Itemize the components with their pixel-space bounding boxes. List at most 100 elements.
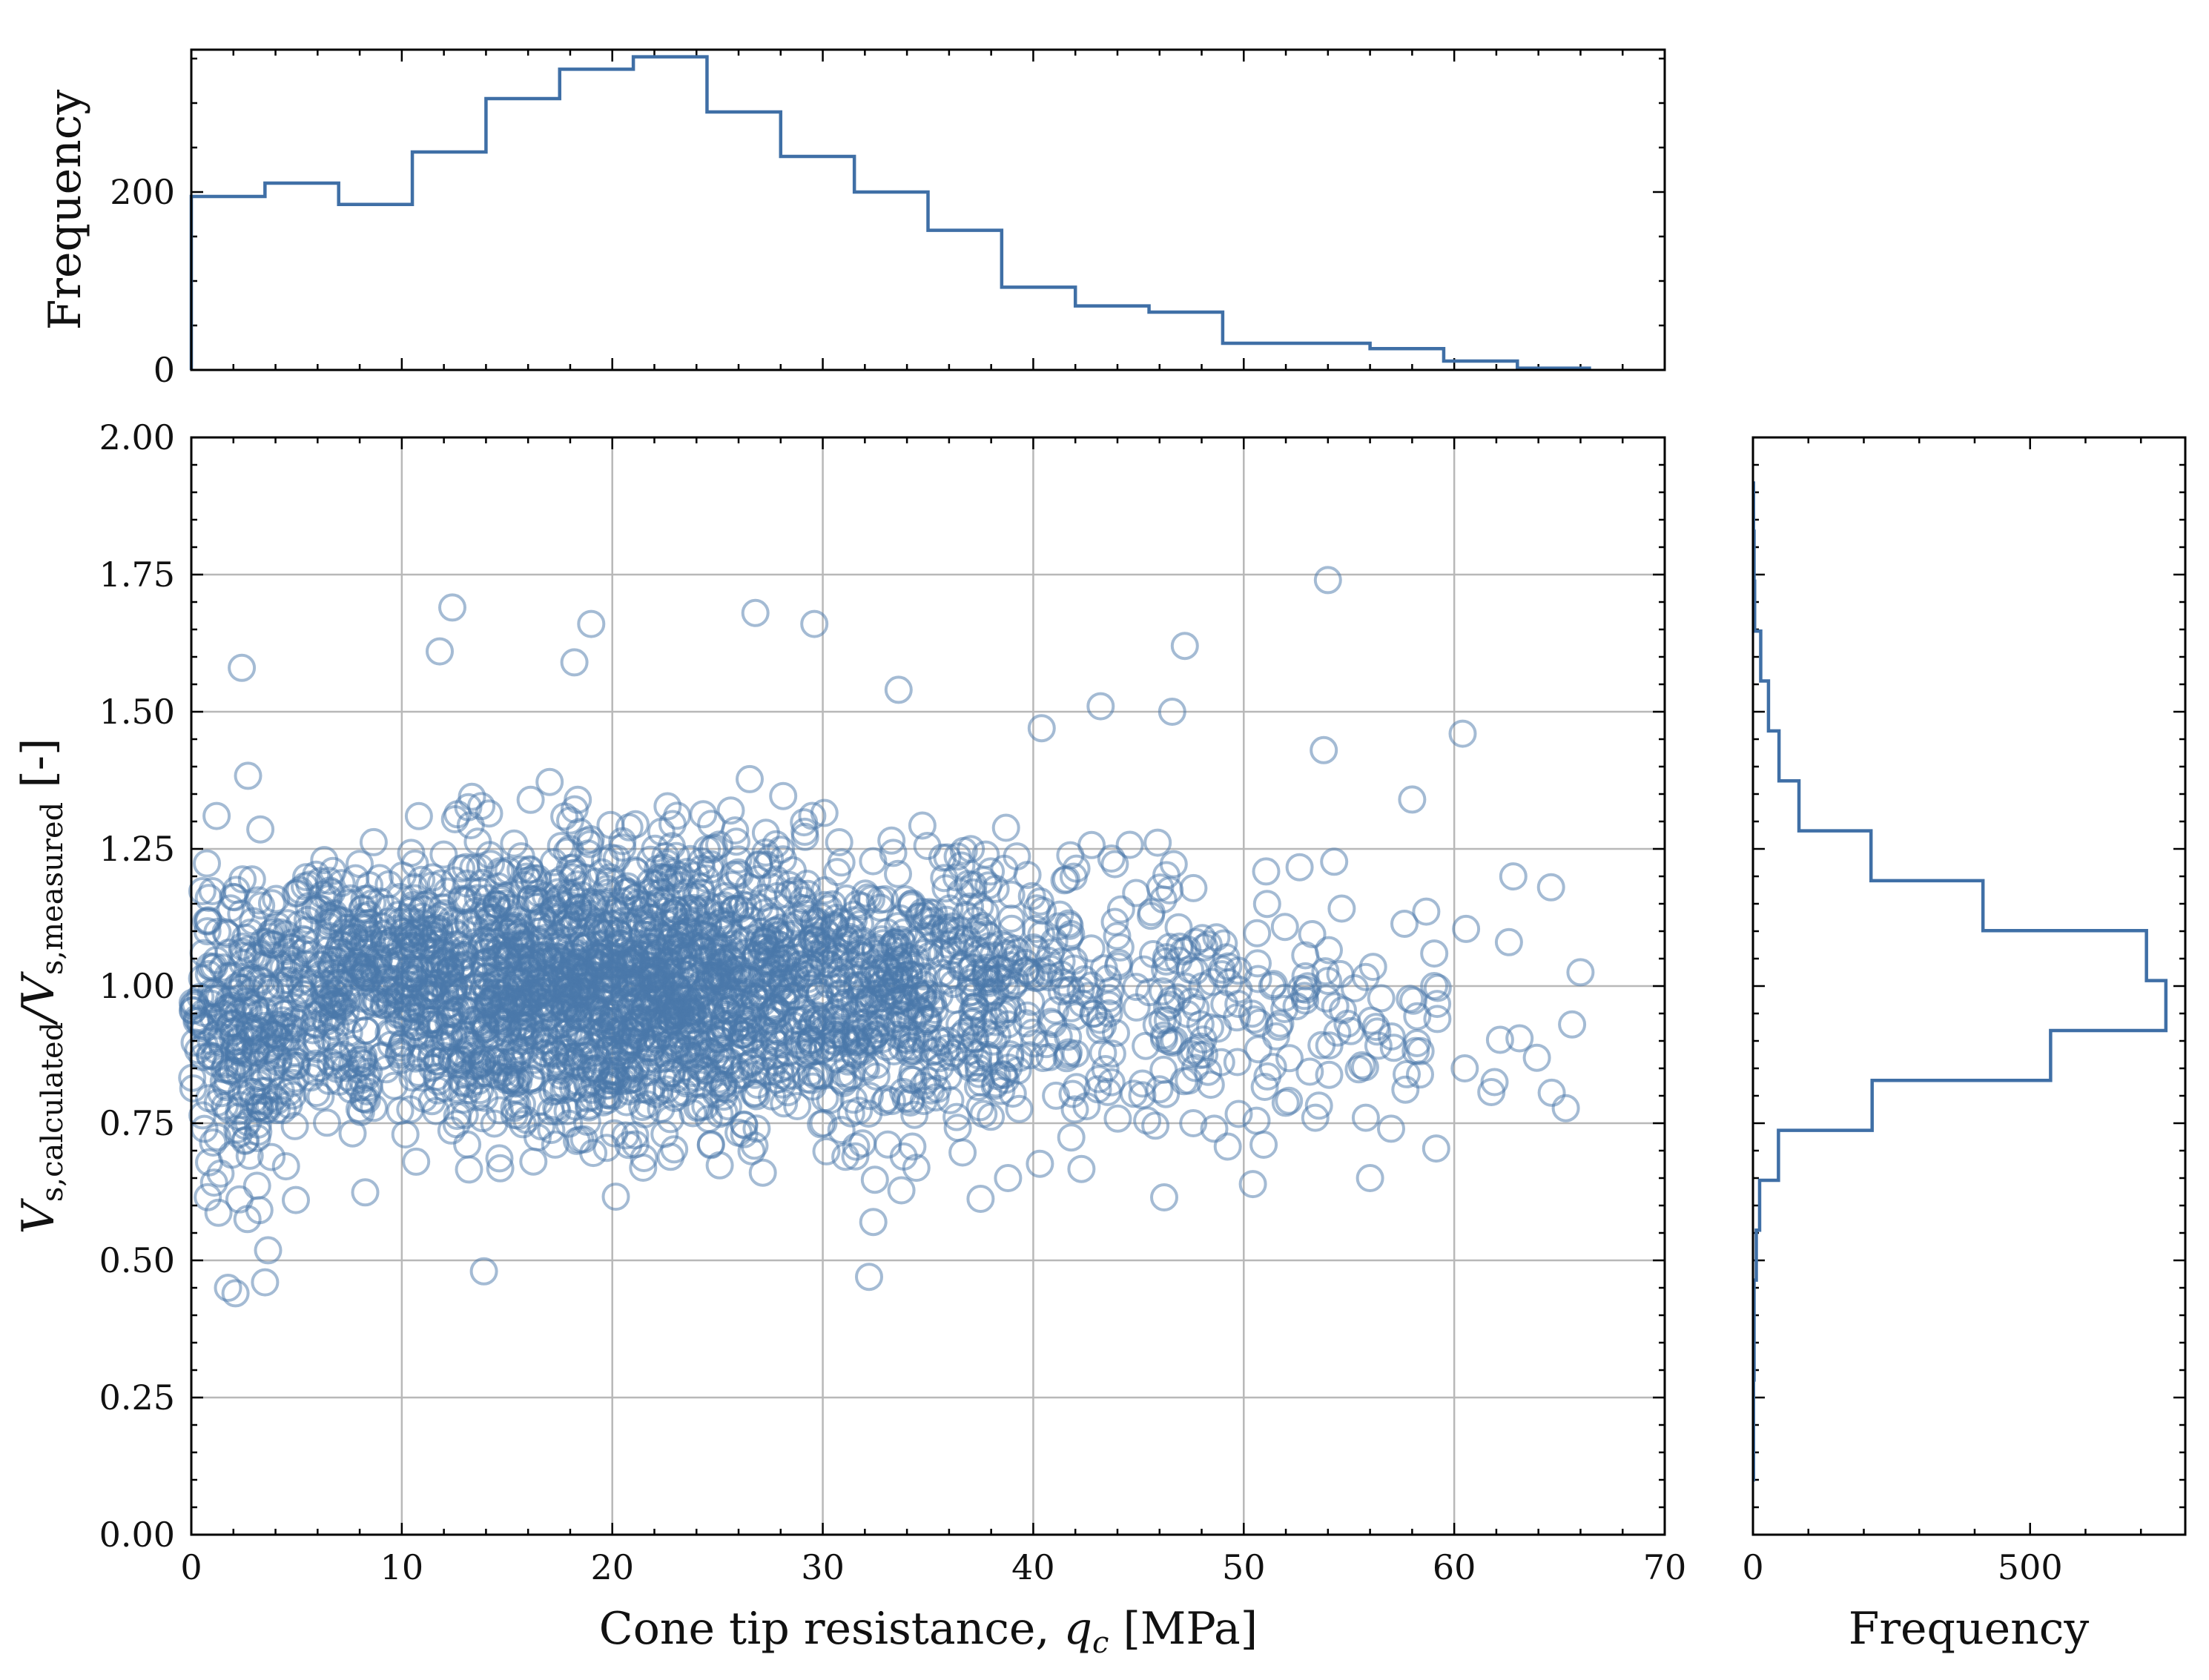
scatter-point <box>936 1085 965 1114</box>
scatter-point <box>429 840 458 869</box>
scatter-point <box>1086 1005 1115 1034</box>
scatter-point <box>684 1028 713 1057</box>
scatter-xlabel: Cone tip resistance, qc [MPa] <box>599 1603 1258 1660</box>
scatter-point <box>385 982 414 1011</box>
scatter-point <box>717 994 746 1023</box>
scatter-point <box>452 853 481 882</box>
scatter-point <box>1181 993 1210 1022</box>
scatter-point <box>994 1164 1023 1192</box>
scatter-point <box>1403 1002 1432 1031</box>
scatter-point <box>1056 841 1085 870</box>
scatter-point <box>194 1183 222 1211</box>
scatter-point <box>821 942 850 971</box>
scatter-point <box>761 916 790 945</box>
scatter-point <box>280 1038 309 1067</box>
scatter-point <box>710 934 739 963</box>
scatter-point <box>202 946 231 974</box>
scatter-point <box>1412 897 1441 926</box>
scatter-xtick-label: 20 <box>590 1547 634 1587</box>
scatter-point <box>315 907 344 936</box>
xlabel-symbol: q <box>1064 1603 1092 1655</box>
scatter-point <box>962 920 991 948</box>
scatter-point <box>812 1137 841 1165</box>
scatter-point <box>1032 1030 1060 1059</box>
scatter-point <box>557 891 586 920</box>
scatter-point <box>531 924 560 953</box>
scatter-point <box>247 891 276 920</box>
scatter-point <box>805 977 834 1006</box>
scatter-point <box>188 877 217 905</box>
scatter-point <box>1100 850 1129 879</box>
scatter-point <box>685 1005 714 1034</box>
scatter-point <box>840 986 869 1015</box>
scatter-point <box>685 1051 713 1080</box>
scatter-point <box>481 1048 509 1077</box>
scatter-point <box>798 801 827 830</box>
scatter-point <box>1086 692 1115 721</box>
top-histogram-panel: 0 200 Frequency <box>39 48 1666 390</box>
scatter-point <box>1398 785 1427 814</box>
scatter-point <box>856 961 885 990</box>
scatter-point <box>998 1079 1027 1108</box>
scatter-point <box>690 1056 719 1085</box>
scatter-point <box>1558 1010 1587 1039</box>
scatter-point <box>655 863 684 892</box>
scatter-point <box>332 924 361 953</box>
scatter-point <box>1315 1031 1344 1060</box>
scatter-point <box>753 850 782 879</box>
top-histogram-step-line <box>189 55 1591 370</box>
scatter-point <box>628 996 657 1025</box>
scatter-point <box>647 817 676 846</box>
scatter-point <box>823 858 851 887</box>
scatter-point <box>769 781 798 810</box>
scatter-point <box>650 1120 679 1148</box>
scatter-point <box>550 802 579 831</box>
scatter-point <box>955 1036 984 1065</box>
scatter-point <box>629 1154 658 1182</box>
scatter-point <box>670 961 699 989</box>
scatter-point <box>965 892 994 921</box>
scatter-point <box>750 940 779 969</box>
scatter-point <box>594 878 623 907</box>
ylabel-slash-v2: /V <box>13 970 65 1025</box>
scatter-point <box>515 855 544 884</box>
scatter-point <box>235 1141 264 1170</box>
scatter-ytick-label: 1.00 <box>99 966 175 1006</box>
scatter-point <box>354 908 383 937</box>
scatter-point <box>913 1066 942 1095</box>
scatter-point <box>945 1010 974 1039</box>
scatter-point <box>275 966 304 995</box>
scatter-point <box>1243 919 1272 948</box>
scatter-point <box>744 850 773 879</box>
scatter-point <box>867 1008 896 1037</box>
scatter-point <box>282 1185 310 1214</box>
scatter-point <box>179 1074 208 1103</box>
scatter-point <box>1143 828 1172 857</box>
scatter-point <box>759 996 787 1025</box>
scatter-point <box>524 887 552 916</box>
scatter-point <box>832 1026 861 1055</box>
scatter-point <box>1103 922 1132 950</box>
scatter-point <box>555 854 584 882</box>
scatter-point <box>1155 1028 1184 1056</box>
scatter-point <box>966 1185 995 1213</box>
scatter-point <box>633 1090 662 1119</box>
scatter-point <box>1179 1109 1208 1137</box>
scatter-point <box>1179 873 1208 902</box>
top-ytick-label: 0 <box>153 350 175 390</box>
scatter-point <box>1351 1103 1380 1132</box>
scatter-point <box>566 1125 595 1154</box>
scatter-point <box>454 793 483 821</box>
scatter-point <box>757 1057 786 1085</box>
scatter-point <box>861 933 890 962</box>
scatter-point <box>981 874 1010 903</box>
scatter-point <box>661 902 690 930</box>
scatter-point <box>842 1028 871 1056</box>
scatter-point <box>635 912 664 940</box>
scatter-point <box>1005 1094 1034 1123</box>
scatter-point <box>506 856 535 884</box>
top-histogram-ylabel: Frequency <box>39 90 91 331</box>
scatter-point <box>537 1116 566 1145</box>
scatter-point <box>271 920 300 949</box>
scatter-point <box>260 1020 288 1049</box>
